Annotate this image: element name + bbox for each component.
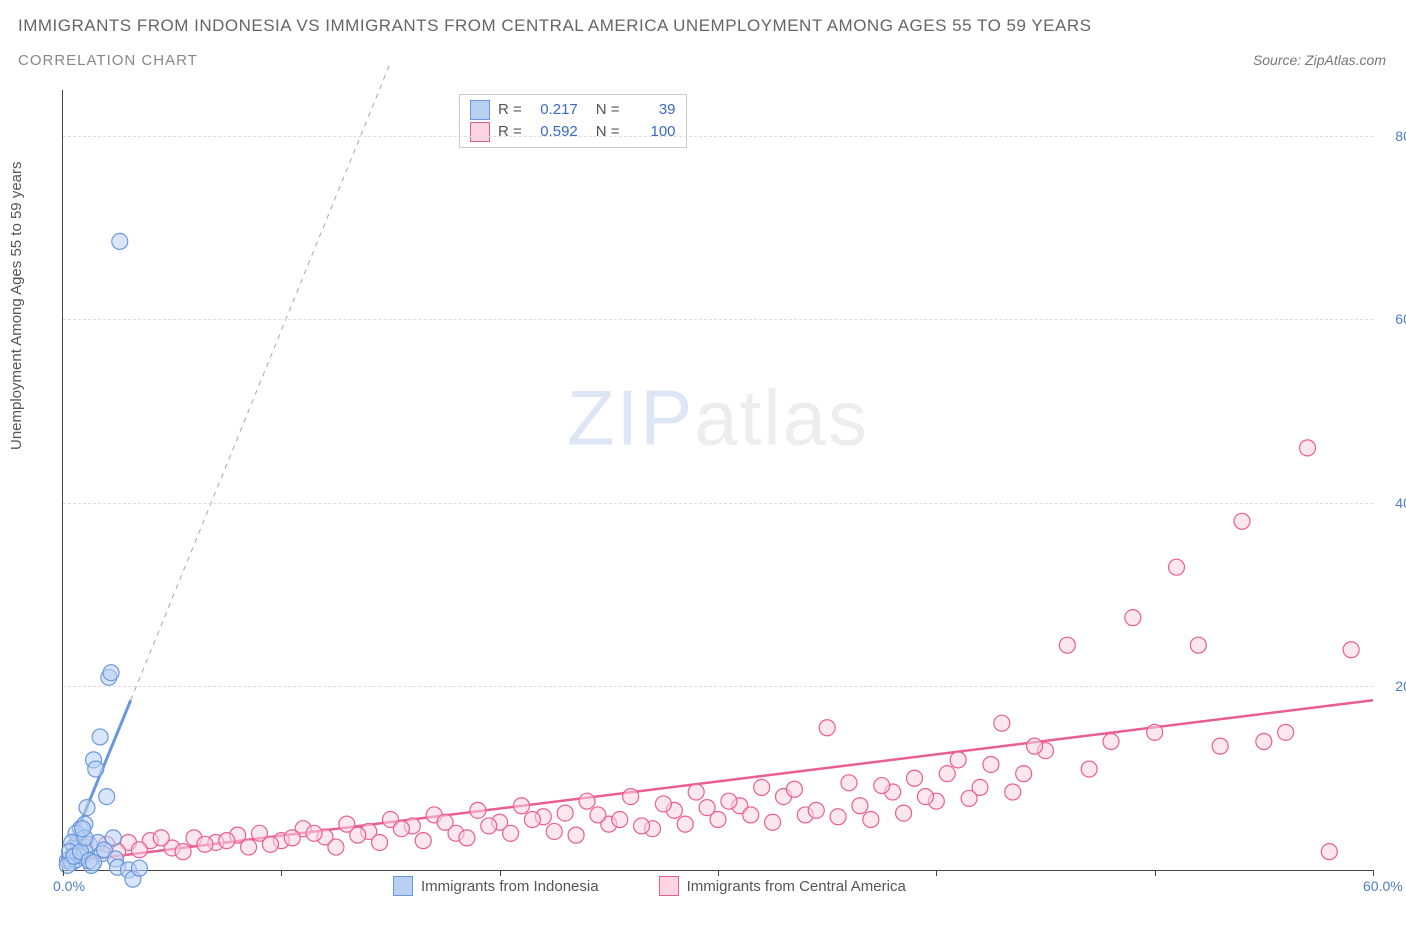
series-legend-label: Immigrants from Indonesia [421,878,599,895]
legend-swatch [470,122,490,142]
x-tick-mark [281,870,282,876]
x-tick-mark [1373,870,1374,876]
x-tick-mark [1155,870,1156,876]
x-tick-mark [718,870,719,876]
legend-n-value: 100 [628,121,676,143]
gridline-h [63,136,1373,137]
legend-swatch [659,876,679,896]
series-legend: Immigrants from Indonesia Immigrants from… [393,876,906,896]
x-tick-mark [936,870,937,876]
legend-n-label: N = [596,99,620,121]
x-tick-label: 0.0% [53,878,85,894]
chart-plot-area: ZIPatlas R =0.217N =39R =0.592N =100 Imm… [62,90,1373,871]
x-tick-mark [63,870,64,876]
chart-title: IMMIGRANTS FROM INDONESIA VS IMMIGRANTS … [18,16,1091,36]
legend-r-value: 0.217 [530,99,578,121]
gridline-h [63,503,1373,504]
y-tick-label: 40.0% [1380,495,1406,511]
legend-r-label: R = [498,121,522,143]
legend-row: R = 0.217 N = 39 [470,99,676,121]
series-legend-item: Immigrants from Indonesia [393,876,599,896]
legend-r-value: 0.592 [530,121,578,143]
source-label: Source: ZipAtlas.com [1253,52,1386,68]
legend-swatch [470,100,490,120]
scatter-svg [63,90,1373,870]
legend-r-label: R = [498,99,522,121]
legend-row: R = 0.592 N = 100 [470,121,676,143]
y-tick-label: 80.0% [1380,128,1406,144]
correlation-legend: R = 0.217 N = 39 R = 0.592 N = 100 [459,94,687,148]
legend-swatch [393,876,413,896]
y-tick-label: 60.0% [1380,311,1406,327]
y-axis-label: Unemployment Among Ages 55 to 59 years [8,161,25,450]
x-tick-mark [500,870,501,876]
legend-n-label: N = [596,121,620,143]
series-legend-item: Immigrants from Central America [659,876,906,896]
x-tick-label: 60.0% [1363,878,1403,894]
y-tick-label: 20.0% [1380,678,1406,694]
gridline-h [63,319,1373,320]
gridline-h [63,686,1373,687]
series-legend-label: Immigrants from Central America [687,878,906,895]
legend-n-value: 39 [628,99,676,121]
chart-subtitle: CORRELATION CHART [18,52,198,69]
